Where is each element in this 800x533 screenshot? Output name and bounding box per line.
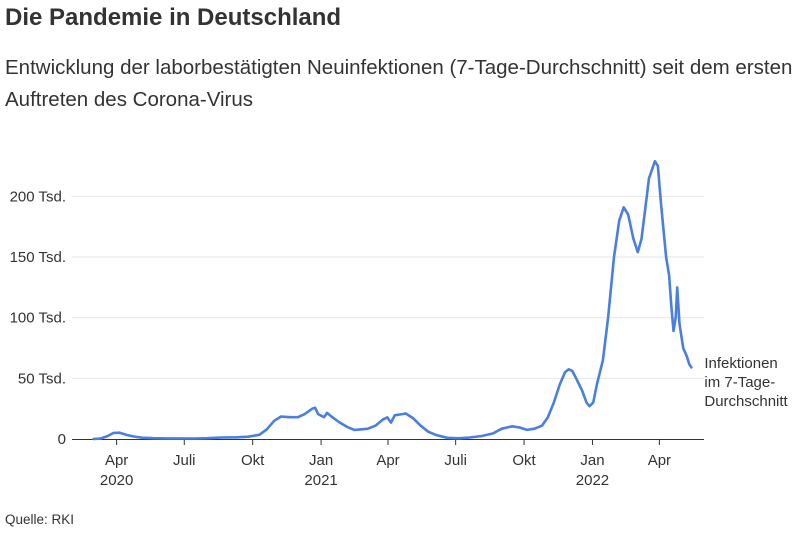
- x-tick-year-label: 2022: [576, 472, 609, 489]
- series-label-line: im 7-Tage-: [704, 374, 775, 391]
- series-group: [92, 159, 693, 441]
- y-tick-label: 150 Tsd.: [10, 249, 66, 266]
- series-line: [92, 159, 693, 441]
- chart-title: Die Pandemie in Deutschland: [5, 4, 342, 31]
- y-tick-label: 100 Tsd.: [10, 310, 66, 327]
- x-tick-label: Jan: [309, 452, 333, 469]
- x-tick-label: Juli: [444, 452, 467, 469]
- grid-lines: [72, 195, 704, 379]
- x-tick-label: Okt: [512, 452, 536, 469]
- y-tick-label: 200 Tsd.: [10, 188, 66, 205]
- x-tick-year-label: 2021: [304, 472, 337, 489]
- source-note: Quelle: RKI: [5, 512, 75, 527]
- y-tick-label: 0: [58, 431, 66, 448]
- y-tick-label: 50 Tsd.: [18, 370, 66, 387]
- series-label-line: Infektionen: [704, 355, 777, 372]
- y-axis: 0 50 Tsd. 100 Tsd. 150 Tsd. 200 Tsd.: [10, 188, 66, 448]
- chart-subtitle: Entwicklung der laborbestätigten Neuinfe…: [5, 56, 793, 111]
- series-label: Infektionen im 7-Tage- Durchschnitt: [704, 355, 788, 410]
- x-axis: Apr 2020 Juli Okt Jan 2021 Apr Juli Okt Jan 2022 Ap…: [72, 439, 704, 489]
- x-tick-label: Apr: [105, 452, 128, 469]
- x-tick-year-label: 2020: [100, 472, 133, 489]
- x-tick-label: Okt: [241, 452, 265, 469]
- series-label-line: Durchschnitt: [704, 393, 788, 410]
- x-tick-label: Jan: [580, 452, 604, 469]
- x-tick-label: Apr: [376, 452, 399, 469]
- x-tick-label: Juli: [173, 452, 196, 469]
- x-tick-label: Apr: [648, 452, 671, 469]
